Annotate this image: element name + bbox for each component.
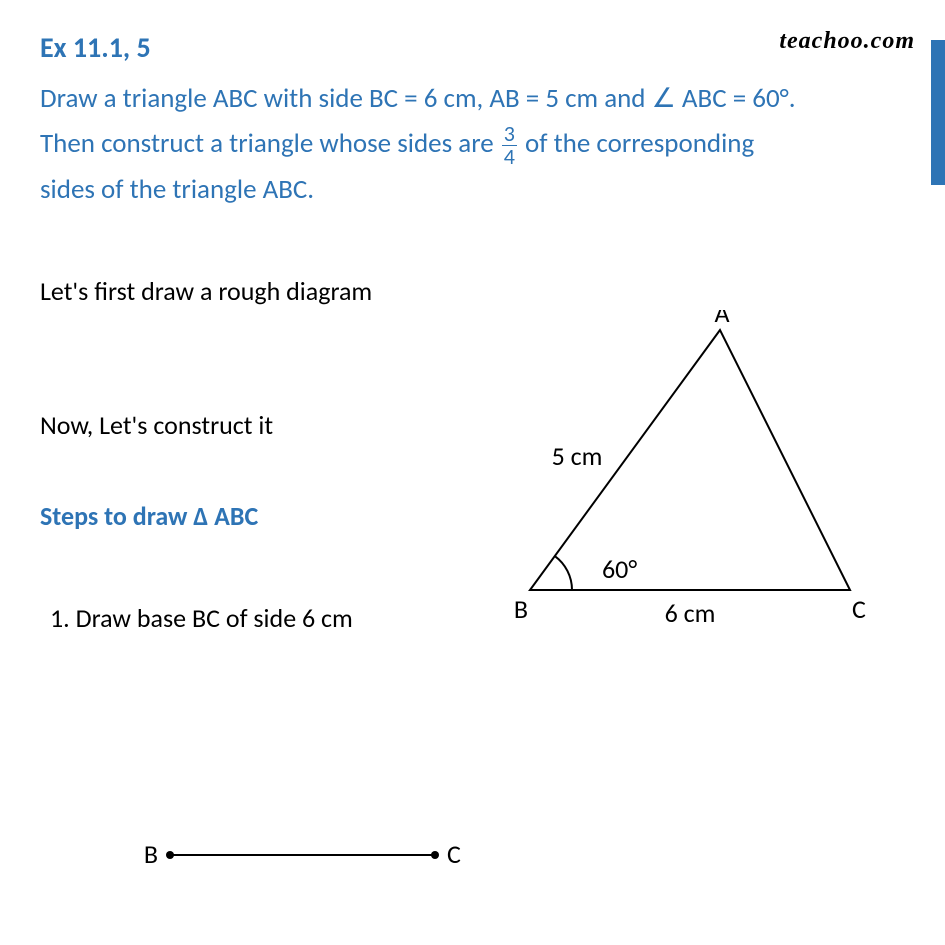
question-line2-post: of the corresponding <box>519 127 754 160</box>
segment-diagram: BC <box>140 840 540 890</box>
svg-text:C: C <box>447 840 461 870</box>
accent-strip <box>931 40 945 185</box>
fraction-denominator: 4 <box>502 146 517 168</box>
question-line2-pre: Then construct a triangle whose sides ar… <box>40 127 500 160</box>
watermark: teachoo.com <box>779 28 915 55</box>
question-line1: Draw a triangle ABC with side BC = 6 cm,… <box>40 82 796 115</box>
svg-text:60°: 60° <box>602 553 637 585</box>
fraction: 34 <box>502 123 517 168</box>
svg-text:6 cm: 6 cm <box>665 597 716 629</box>
exercise-number: Ex 11.1, 5 <box>40 30 905 65</box>
question-text: Draw a triangle ABC with side BC = 6 cm,… <box>40 77 905 212</box>
rough-diagram-text: Let's first draw a rough diagram <box>40 272 905 311</box>
question-line3: sides of the triangle ABC. <box>40 173 314 206</box>
triangle-diagram: A B C 5 cm 6 cm 60° <box>490 310 890 630</box>
svg-text:A: A <box>714 310 729 329</box>
svg-text:B: B <box>514 593 528 625</box>
svg-text:C: C <box>852 593 866 625</box>
svg-text:5 cm: 5 cm <box>552 440 603 472</box>
svg-text:B: B <box>144 840 158 870</box>
